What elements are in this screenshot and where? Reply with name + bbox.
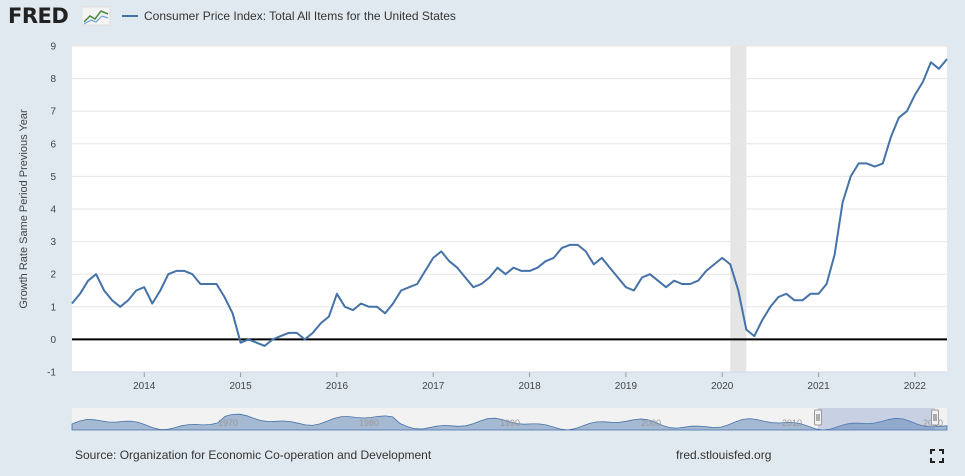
logo-text: FRED	[8, 4, 69, 28]
source-text: Source: Organization for Economic Co-ope…	[75, 448, 432, 462]
chart-footer: Source: Organization for Economic Co-ope…	[0, 440, 965, 476]
line-chart[interactable]: -1 0 1 2 3 4 5 6 7 8 9 2014 2015 2016 2017 2018 2019 2020…	[0, 34, 965, 440]
x-tick-label: 2018	[518, 381, 541, 392]
navigator-handle-right[interactable]	[931, 409, 939, 426]
navigator-label: 1990	[500, 418, 520, 428]
navigator-label: 2010	[782, 418, 802, 428]
navigator-label: 1980	[359, 418, 379, 428]
navigator-handle-left[interactable]	[814, 409, 822, 426]
y-tick-label: 3	[50, 237, 56, 248]
y-tick-label: 1	[50, 302, 56, 313]
y-tick-label: 4	[50, 205, 56, 216]
fullscreen-icon[interactable]	[929, 448, 945, 464]
site-link[interactable]: fred.stlouisfed.org	[676, 448, 772, 462]
y-tick-label: 9	[50, 42, 56, 53]
legend-swatch	[122, 15, 138, 17]
x-tick-label: 2017	[422, 381, 445, 392]
navigator-series	[71, 413, 948, 431]
y-tick-label: -1	[47, 368, 56, 379]
y-tick-label: 5	[50, 172, 56, 183]
navigator-label: 2000	[641, 418, 661, 428]
x-tick-label: 2014	[133, 381, 156, 392]
chart-legend[interactable]: Consumer Price Index: Total All Items fo…	[122, 9, 456, 23]
x-tick-label: 2016	[326, 381, 349, 392]
legend-label: Consumer Price Index: Total All Items fo…	[144, 9, 456, 23]
navigator-label: 1970	[218, 418, 238, 428]
y-tick-label: 6	[50, 139, 56, 150]
x-tick-label: 2021	[807, 381, 830, 392]
y-tick-label: 7	[50, 107, 56, 118]
chart-header: FRED Consumer Price Index: Total All Ite…	[0, 0, 965, 34]
y-tick-label: 0	[50, 335, 56, 346]
x-tick-label: 2019	[615, 381, 638, 392]
y-tick-label: 2	[50, 270, 56, 281]
x-tick-label: 2015	[229, 381, 252, 392]
y-axis-label: Growth Rate Same Period Previous Year	[18, 109, 30, 309]
y-tick-label: 8	[50, 74, 56, 85]
x-tick-label: 2020	[711, 381, 734, 392]
chart-logo-icon	[82, 6, 111, 26]
series-line	[71, 58, 948, 347]
fred-logo[interactable]: FRED	[8, 4, 69, 28]
x-tick-label: 2022	[904, 381, 927, 392]
navigator-selection	[818, 408, 935, 430]
